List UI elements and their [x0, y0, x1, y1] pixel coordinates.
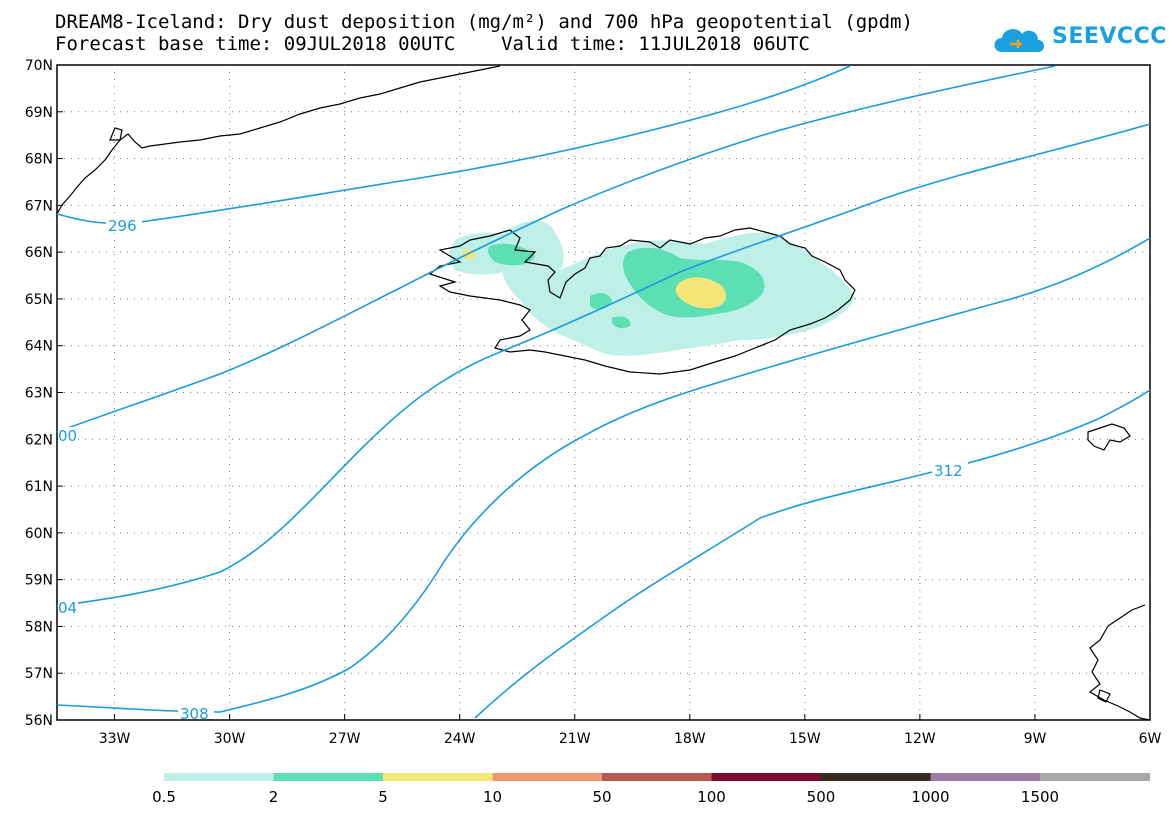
dust-2-area [612, 316, 631, 329]
colorbar-label: 0.5 [152, 788, 176, 806]
colorbar-swatch [602, 773, 712, 781]
colorbar-label: 2 [269, 788, 279, 806]
lat-label: 70N [25, 58, 53, 74]
hebrides [1097, 689, 1111, 703]
lat-label: 63N [25, 386, 53, 402]
faroe-islands [1087, 423, 1131, 451]
colorbar-label: 1500 [1021, 788, 1059, 806]
colorbar [164, 773, 1150, 781]
colorbar-swatch [711, 773, 822, 781]
colorbar-swatch [930, 773, 1041, 781]
lat-label: 68N [25, 152, 53, 168]
colorbar-labels: 0.5 2 5 10 50 100 500 1000 1500 [152, 788, 1059, 806]
contour-labels: 296 00 04 308 312 [58, 217, 968, 723]
lat-label: 57N [25, 666, 53, 682]
logo-text: SEEVCCC [1052, 24, 1167, 49]
contour-312 [474, 389, 1151, 719]
contour-308 [56, 237, 1151, 713]
colorbar-swatch [164, 773, 274, 781]
dust-2-area [487, 243, 535, 266]
geopotential-contours [56, 65, 1151, 719]
lon-label: 33W [99, 731, 131, 747]
colorbar-label: 50 [592, 788, 611, 806]
lon-label: 24W [444, 731, 476, 747]
lat-label: 62N [25, 432, 53, 448]
lat-label: 61N [25, 479, 53, 495]
greenland-coastline [56, 65, 501, 215]
lat-label: 65N [25, 292, 53, 308]
lat-label: 60N [25, 526, 53, 542]
dust-5-area [675, 277, 727, 309]
lon-label: 9W [1024, 731, 1047, 747]
colorbar-swatch [273, 773, 384, 781]
colorbar-label: 5 [378, 788, 388, 806]
contour-300 [56, 65, 1056, 433]
dust-0.5-area [449, 232, 517, 275]
lon-label: 15W [789, 731, 821, 747]
contour-label-308: 308 [180, 705, 209, 723]
colorbar-swatch [1040, 773, 1150, 781]
lon-label: 27W [329, 731, 361, 747]
contour-label-296: 296 [108, 217, 137, 235]
latitude-labels: 70N 69N 68N 67N 66N 65N 64N 63N 62N 61N 60N 59N 58N 5… [25, 58, 53, 729]
lat-label: 69N [25, 105, 53, 121]
chart-title: DREAM8-Iceland: Dry dust deposition (mg/… [55, 11, 913, 33]
lon-label: 12W [904, 731, 936, 747]
colorbar-label: 500 [807, 788, 836, 806]
lat-label: 58N [25, 619, 53, 635]
lat-label: 66N [25, 245, 53, 261]
cloud-icon [994, 29, 1044, 52]
colorbar-swatch [821, 773, 931, 781]
colorbar-label: 10 [483, 788, 502, 806]
contour-304 [56, 123, 1151, 607]
colorbar-label: 100 [697, 788, 726, 806]
dust-deposition-field [449, 220, 855, 356]
lon-label: 6W [1139, 731, 1162, 747]
lon-label: 21W [559, 731, 591, 747]
greenland-island [109, 127, 123, 141]
lat-label: 67N [25, 198, 53, 214]
colorbar-swatch [492, 773, 603, 781]
contour-label-304: 04 [58, 599, 77, 617]
colorbar-label: 1000 [911, 788, 949, 806]
grid-lines [57, 64, 1151, 721]
chart-subtitle: Forecast base time: 09JUL2018 00UTC Vali… [55, 33, 810, 55]
lat-label: 59N [25, 573, 53, 589]
contour-label-312: 312 [934, 462, 963, 480]
contour-label-300: 00 [58, 427, 77, 445]
lon-label: 30W [214, 731, 246, 747]
scotland-coastline [1088, 604, 1151, 721]
lat-label: 64N [25, 339, 53, 355]
lon-label: 18W [674, 731, 706, 747]
longitude-labels: 33W 30W 27W 24W 21W 18W 15W 12W 9W 6W [99, 731, 1162, 747]
colorbar-swatch [383, 773, 493, 781]
lat-label: 56N [25, 713, 53, 729]
